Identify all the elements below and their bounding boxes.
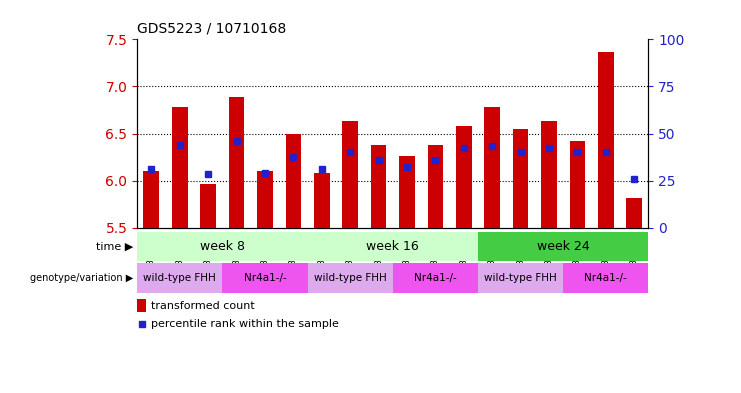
- Bar: [570, 141, 585, 228]
- Bar: [229, 97, 245, 228]
- Bar: [393, 263, 478, 293]
- Bar: [308, 232, 478, 261]
- Bar: [598, 51, 614, 228]
- Text: wild-type FHH: wild-type FHH: [484, 273, 557, 283]
- Text: week 24: week 24: [536, 240, 590, 253]
- Bar: [137, 232, 308, 261]
- Text: percentile rank within the sample: percentile rank within the sample: [151, 319, 339, 329]
- Bar: [314, 173, 330, 228]
- Bar: [399, 156, 415, 228]
- Text: transformed count: transformed count: [151, 301, 255, 311]
- Bar: [137, 263, 222, 293]
- Bar: [342, 121, 358, 228]
- Text: time ▶: time ▶: [96, 242, 133, 252]
- Bar: [285, 134, 301, 228]
- Bar: [172, 107, 187, 228]
- Bar: [200, 184, 216, 228]
- Bar: [485, 107, 500, 228]
- Bar: [563, 263, 648, 293]
- Text: week 8: week 8: [200, 240, 245, 253]
- Text: Nr4a1-/-: Nr4a1-/-: [585, 273, 627, 283]
- Text: wild-type FHH: wild-type FHH: [143, 273, 216, 283]
- Bar: [513, 129, 528, 228]
- Text: week 16: week 16: [366, 240, 419, 253]
- Text: genotype/variation ▶: genotype/variation ▶: [30, 273, 133, 283]
- Bar: [626, 198, 642, 228]
- Bar: [308, 263, 393, 293]
- Bar: [222, 263, 308, 293]
- Text: GDS5223 / 10710168: GDS5223 / 10710168: [137, 21, 286, 35]
- Text: Nr4a1-/-: Nr4a1-/-: [414, 273, 456, 283]
- Text: wild-type FHH: wild-type FHH: [313, 273, 387, 283]
- Bar: [144, 171, 159, 228]
- Text: Nr4a1-/-: Nr4a1-/-: [244, 273, 286, 283]
- Bar: [370, 145, 386, 228]
- Bar: [456, 126, 471, 228]
- Bar: [478, 263, 563, 293]
- Bar: [541, 121, 556, 228]
- Bar: [428, 145, 443, 228]
- Bar: [257, 171, 273, 228]
- Bar: [137, 299, 146, 312]
- Bar: [478, 232, 648, 261]
